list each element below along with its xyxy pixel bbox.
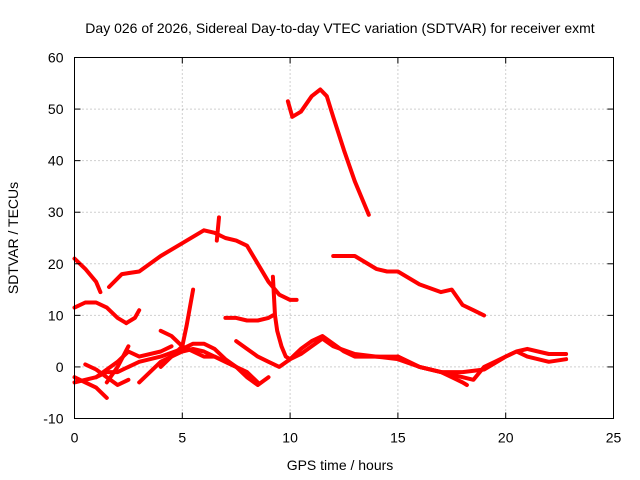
- y-tick-label: 30: [48, 204, 64, 220]
- series-arc-13: [158, 328, 239, 369]
- series-arc-15: [234, 334, 400, 369]
- y-tick-label: 60: [48, 50, 64, 66]
- y-axis-label: SDTVAR / TECUs: [5, 182, 21, 294]
- x-tick-label: 20: [498, 430, 514, 446]
- x-tick-label: 10: [282, 430, 298, 446]
- y-tick-label: 20: [48, 256, 64, 272]
- x-axis-label: GPS time / hours: [287, 457, 394, 473]
- x-tick-label: 25: [606, 430, 622, 446]
- data-series: [72, 87, 569, 400]
- y-tick-label: -10: [43, 411, 63, 427]
- series-arc-10: [104, 344, 131, 385]
- tick-labels: 0 5 10 15 20 25 -10 0 10 20 30 40 50 60: [43, 50, 621, 446]
- chart-title: Day 026 of 2026, Sidereal Day-to-day VTE…: [85, 20, 594, 36]
- series-arc-20: [331, 254, 487, 318]
- series-arc-19: [285, 87, 371, 217]
- series-arc-8: [83, 362, 131, 387]
- x-tick-label: 5: [178, 430, 186, 446]
- series-arc-2: [124, 308, 142, 326]
- series-arc-9: [94, 341, 271, 387]
- series-arc-14: [223, 313, 275, 323]
- y-tick-label: 10: [48, 307, 64, 323]
- series-arc-18: [395, 354, 469, 387]
- series-arc-1: [72, 300, 129, 326]
- x-tick-label: 0: [71, 430, 79, 446]
- series-arc-16: [270, 274, 569, 375]
- x-tick-label: 15: [390, 430, 406, 446]
- axis-ticks: [74, 57, 614, 419]
- series-arc-4: [107, 228, 299, 302]
- y-tick-label: 40: [48, 153, 64, 169]
- series-arc-5: [214, 215, 221, 243]
- y-tick-label: 50: [48, 101, 64, 117]
- plot-frame: [74, 57, 614, 419]
- y-tick-label: 0: [56, 359, 64, 375]
